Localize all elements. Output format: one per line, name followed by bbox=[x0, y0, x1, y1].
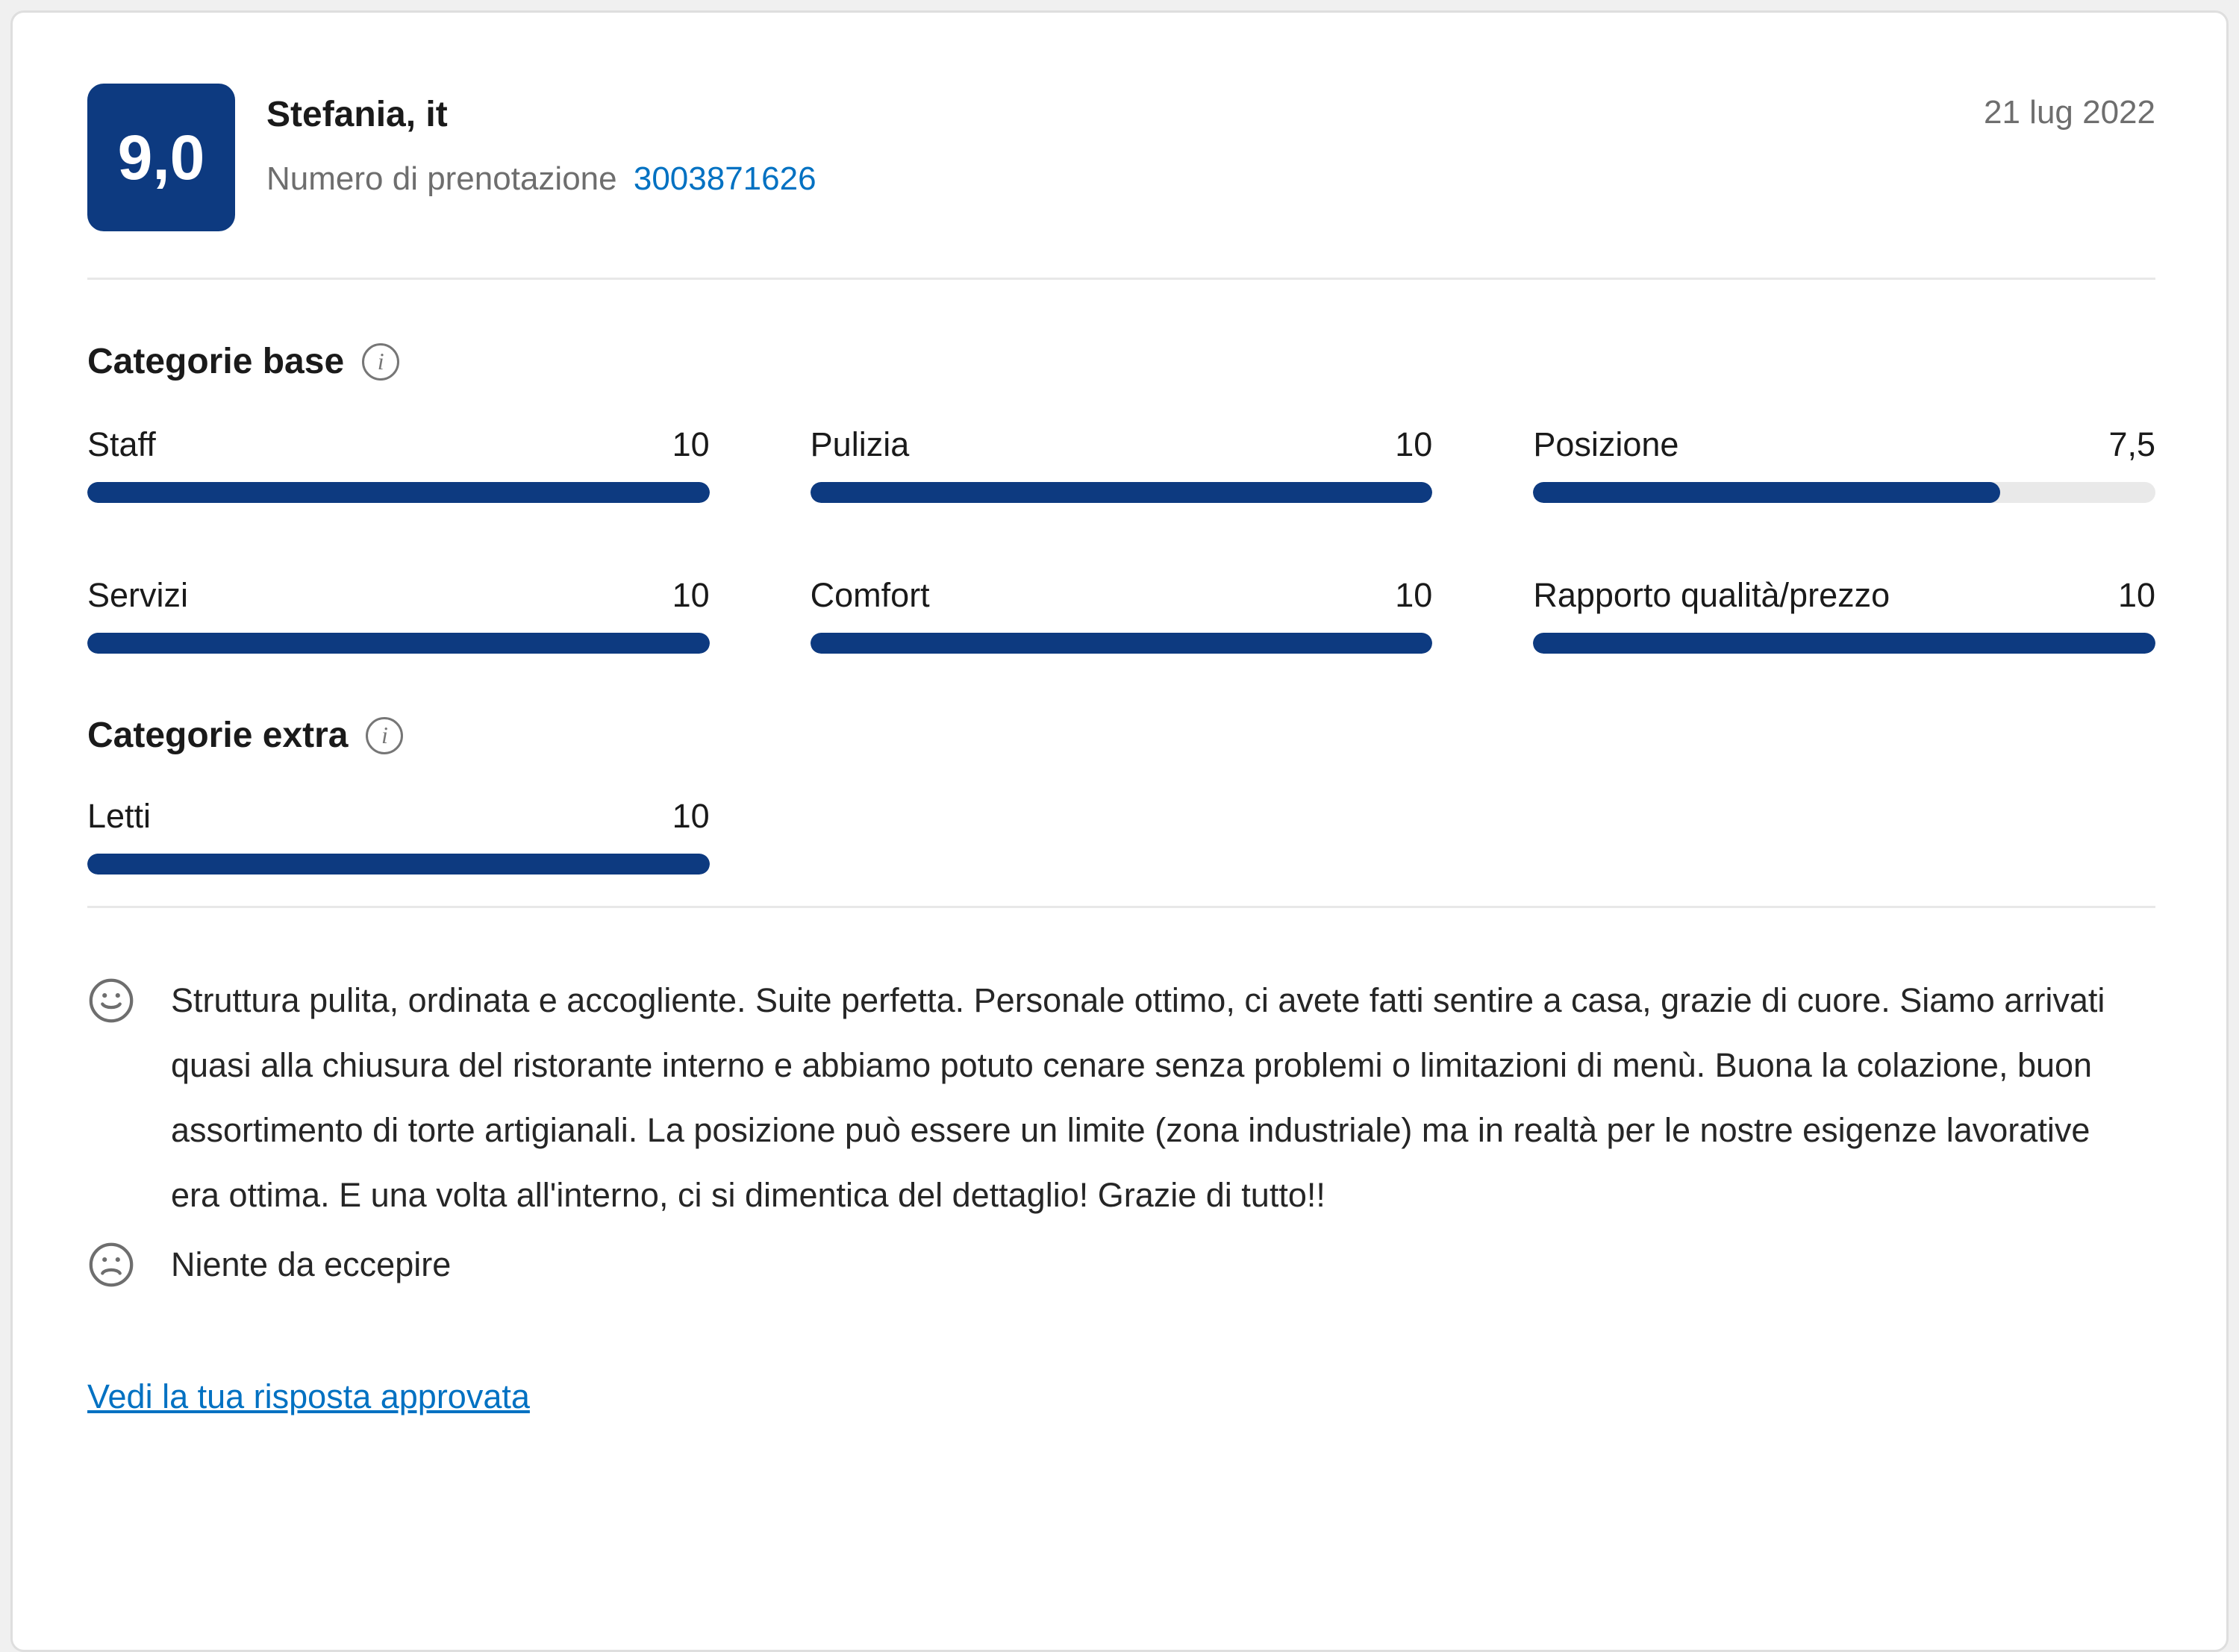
sad-face-icon bbox=[89, 1242, 134, 1287]
header-divider bbox=[87, 278, 2155, 280]
categorie-extra-title: Categorie extra bbox=[87, 716, 349, 755]
category-row: Comfort 10 bbox=[810, 576, 1433, 654]
category-row: Servizi 10 bbox=[87, 576, 710, 654]
review-date: 21 lug 2022 bbox=[1984, 94, 2155, 131]
categories-extra-grid: Letti 10 bbox=[87, 797, 2155, 875]
view-approved-response-link[interactable]: Vedi la tua risposta approvata bbox=[87, 1377, 530, 1415]
negative-comment: Niente da eccepire bbox=[87, 1232, 2155, 1297]
category-row: Rapporto qualità/prezzo 10 bbox=[1533, 576, 2155, 654]
category-value: 10 bbox=[1395, 576, 1433, 614]
category-row: Letti 10 bbox=[87, 797, 710, 875]
category-label: Comfort bbox=[810, 576, 930, 614]
categories-base-grid: Staff 10 Pulizia 10 Posizione 7,5 Serviz… bbox=[87, 425, 2155, 654]
rating-bar-fill bbox=[810, 482, 1433, 503]
booking-number-link[interactable]: 3003871626 bbox=[633, 160, 816, 197]
category-row: Posizione 7,5 bbox=[1533, 425, 2155, 503]
info-icon[interactable]: i bbox=[362, 342, 400, 381]
rating-bar bbox=[1533, 482, 2155, 503]
positive-comment: Struttura pulita, ordinata e accogliente… bbox=[87, 968, 2155, 1227]
category-value: 10 bbox=[1395, 425, 1433, 463]
rating-bar-fill bbox=[87, 482, 710, 503]
rating-bar bbox=[810, 633, 1433, 654]
rating-bar bbox=[87, 854, 710, 875]
info-icon[interactable]: i bbox=[366, 716, 404, 754]
negative-comment-text: Niente da eccepire bbox=[171, 1245, 452, 1283]
rating-bar-fill bbox=[87, 633, 710, 654]
rating-bar bbox=[1533, 633, 2155, 654]
booking-number-label: Numero di prenotazione bbox=[266, 160, 617, 197]
review-comments: Struttura pulita, ordinata e accogliente… bbox=[87, 968, 2155, 1297]
category-label: Servizi bbox=[87, 576, 189, 614]
categorie-base-title: Categorie base bbox=[87, 342, 345, 381]
category-label: Pulizia bbox=[810, 425, 910, 463]
category-value: 10 bbox=[672, 576, 710, 614]
category-label: Staff bbox=[87, 425, 156, 463]
section-title-base: Categorie base i bbox=[87, 341, 2155, 382]
categories-divider bbox=[87, 906, 2155, 908]
rating-bar-fill bbox=[1533, 482, 2000, 503]
reviewer-info: Stefania, it Numero di prenotazione 3003… bbox=[266, 84, 816, 198]
category-value: 10 bbox=[672, 425, 710, 463]
booking-number-line: Numero di prenotazione 3003871626 bbox=[266, 160, 816, 198]
review-header: 9,0 Stefania, it Numero di prenotazione … bbox=[87, 84, 2155, 231]
category-row: Pulizia 10 bbox=[810, 425, 1433, 503]
reviewer-name: Stefania, it bbox=[266, 95, 448, 134]
rating-bar-fill bbox=[1533, 633, 2155, 654]
review-score-badge: 9,0 bbox=[87, 84, 235, 231]
category-label: Rapporto qualità/prezzo bbox=[1533, 576, 1890, 614]
rating-bar bbox=[810, 482, 1433, 503]
category-row: Staff 10 bbox=[87, 425, 710, 503]
positive-comment-text: Struttura pulita, ordinata e accogliente… bbox=[171, 981, 2105, 1214]
rating-bar bbox=[87, 633, 710, 654]
category-value: 7,5 bbox=[2108, 425, 2155, 463]
rating-bar bbox=[87, 482, 710, 503]
category-value: 10 bbox=[672, 797, 710, 835]
section-title-extra: Categorie extra i bbox=[87, 715, 2155, 756]
rating-bar-fill bbox=[810, 633, 1433, 654]
happy-face-icon bbox=[89, 978, 134, 1023]
rating-bar-fill bbox=[87, 854, 710, 875]
category-label: Letti bbox=[87, 797, 152, 835]
category-value: 10 bbox=[2117, 576, 2155, 614]
category-label: Posizione bbox=[1533, 425, 1679, 463]
review-card: 9,0 Stefania, it Numero di prenotazione … bbox=[10, 10, 2229, 1652]
